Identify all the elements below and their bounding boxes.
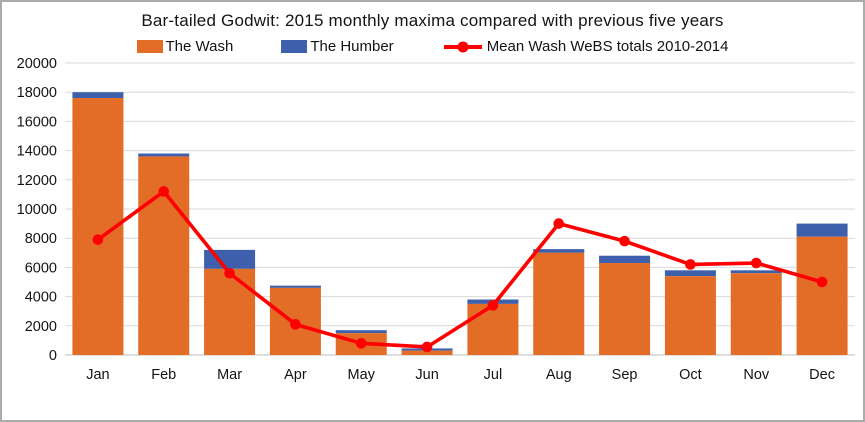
y-axis-tick-label: 10000	[17, 202, 57, 218]
mean-point-oct	[685, 259, 696, 270]
mean-point-jan	[92, 234, 104, 245]
x-axis-label-dec: Dec	[809, 367, 835, 383]
x-axis-label-feb: Feb	[151, 367, 176, 383]
bar-wash-jun	[401, 350, 453, 355]
x-axis-label-jan: Jan	[86, 367, 109, 383]
bar-wash-mar	[204, 268, 256, 355]
y-axis-tick-label: 2000	[25, 319, 57, 335]
mean-point-feb	[158, 186, 170, 197]
mean-point-nov	[750, 257, 762, 269]
x-axis-label-nov: Nov	[743, 367, 770, 383]
legend: The Wash The Humber Mean Wash WeBS total…	[2, 38, 863, 55]
x-axis-label-mar: Mar	[217, 367, 242, 383]
y-axis-tick-label: 6000	[25, 260, 57, 276]
legend-item-mean: Mean Wash WeBS totals 2010-2014	[442, 38, 729, 55]
legend-label-mean: Mean Wash WeBS totals 2010-2014	[486, 38, 729, 55]
bar-humber-sep	[599, 255, 651, 264]
bar-wash-aug	[533, 252, 585, 355]
mean-point-aug	[553, 218, 565, 229]
humber-swatch-icon	[281, 40, 308, 53]
y-axis-tick-label: 0	[49, 348, 57, 364]
x-axis-label-oct: Oct	[679, 367, 702, 383]
x-axis-label-may: May	[348, 367, 376, 383]
chart-title: Bar-tailed Godwit: 2015 monthly maxima c…	[141, 11, 724, 30]
x-axis-label-apr: Apr	[284, 367, 307, 383]
legend-label-humber: The Humber	[310, 38, 394, 55]
mean-point-jun	[421, 341, 433, 353]
x-axis-label-jun: Jun	[415, 367, 438, 383]
bar-wash-oct	[664, 276, 716, 355]
x-axis-label-sep: Sep	[612, 367, 638, 383]
bar-wash-sep	[599, 263, 651, 355]
y-axis-tick-label: 12000	[17, 173, 57, 189]
legend-item-wash: The Wash	[136, 38, 234, 55]
bar-wash-nov	[730, 273, 782, 355]
bar-humber-dec	[796, 223, 848, 237]
mean-point-sep	[619, 235, 630, 247]
mean-point-dec	[816, 276, 828, 288]
y-axis-tick-label: 8000	[25, 231, 57, 247]
mean-line	[96, 189, 823, 349]
mean-point-jul	[487, 300, 499, 311]
chart-plot-area: 0 2000 4000 6000 8000 10000 12000 14000 16000 180…	[17, 56, 855, 383]
wash-swatch-icon	[136, 40, 163, 53]
x-axis-label-aug: Aug	[546, 367, 572, 383]
x-axis-label-jul: Jul	[484, 367, 503, 383]
bar-humber-oct	[664, 270, 716, 277]
bar-humber-apr	[269, 285, 321, 288]
y-axis-tick-label: 14000	[17, 144, 57, 160]
bar-wash-dec	[796, 236, 848, 355]
y-axis-tick-label: 4000	[25, 290, 57, 306]
mean-point-mar	[224, 267, 235, 279]
bar-humber-nov	[730, 270, 782, 274]
bar-humber-aug	[533, 249, 585, 253]
legend-label-wash: The Wash	[165, 38, 234, 55]
y-axis-tick-label: 16000	[17, 114, 57, 130]
bar-humber-may	[335, 330, 387, 334]
y-axis-tick-label: 20000	[17, 56, 57, 72]
mean-line-legend-icon	[443, 41, 482, 52]
mean-point-apr	[290, 319, 301, 330]
bar-wash-jul	[467, 303, 519, 355]
y-axis-tick-label: 18000	[17, 85, 57, 101]
legend-item-humber: The Humber	[281, 38, 394, 55]
mean-point-may	[355, 338, 367, 349]
bar-humber-feb	[138, 153, 190, 157]
bar-humber-jan	[72, 92, 124, 99]
